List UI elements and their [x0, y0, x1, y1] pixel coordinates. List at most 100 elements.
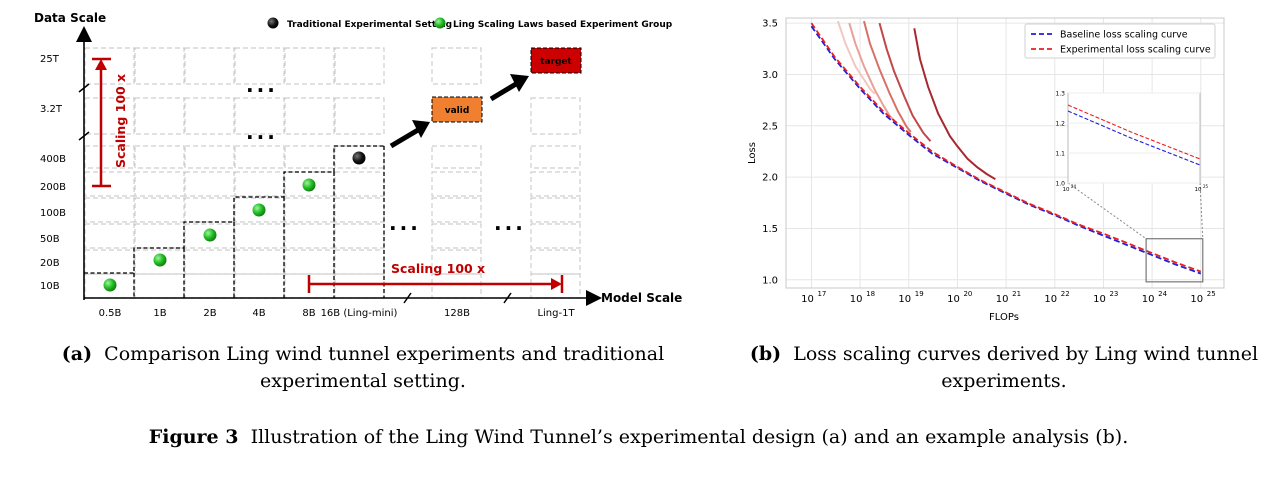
x-axis-title: Model Scale	[601, 291, 682, 305]
y-tick-label: 25T	[40, 54, 60, 65]
grid-cell	[134, 197, 185, 223]
x-tick-label: 4B	[252, 308, 265, 319]
grid-cell	[284, 197, 335, 223]
tick-labels: 25T 3.2T 400B 200B 100B 50B 20B 10B 0.5B 1B 2B 4B 8B…	[40, 54, 575, 319]
figure-caption-text: Illustration of the Ling Wind Tunnel’s e…	[250, 426, 1129, 448]
grid-cell	[284, 47, 335, 85]
vertical-scaling-label: Scaling 100 x	[113, 74, 128, 168]
grid-cell	[134, 223, 185, 249]
arrow-to-target	[489, 81, 518, 102]
inset-x-tick-exponent: 25	[1203, 184, 1209, 189]
zoom-region	[1145, 238, 1204, 283]
ellipsis-upper: ...	[246, 73, 278, 97]
training-run-line	[878, 22, 932, 142]
y-tick-label: 2.0	[762, 173, 778, 184]
inset-connector	[1199, 182, 1204, 239]
black-point	[352, 151, 366, 165]
grid-cell	[431, 197, 482, 223]
grid-cell	[234, 171, 285, 197]
x-tick-label: 10	[850, 294, 863, 305]
x-tick-exponent: 22	[1061, 290, 1070, 298]
y-tick-label: 400B	[40, 154, 66, 165]
training-run-line	[848, 22, 895, 122]
x-tick-label: 128B	[444, 308, 470, 319]
ellipsis-middle: ...	[246, 120, 278, 144]
grid-cell	[530, 249, 581, 275]
grid-cell	[284, 249, 335, 275]
x-tick-label: 10	[801, 294, 814, 305]
x-tick-exponent: 19	[915, 290, 924, 298]
inset-experimental-curve	[1067, 104, 1201, 160]
grid-cell	[234, 145, 285, 169]
grid-cell	[184, 197, 235, 223]
y-tick-label: 1.5	[762, 224, 778, 235]
grid-cell	[84, 197, 135, 223]
green-point	[252, 203, 266, 217]
x-tick-label: 10	[947, 294, 960, 305]
x-tick-label: 10	[898, 294, 911, 305]
grid-cell	[184, 273, 235, 299]
grid-cell	[184, 171, 235, 197]
grid-cell	[334, 171, 385, 197]
grid-cell	[530, 145, 581, 169]
x-tick-exponent: 17	[817, 290, 826, 298]
target-label: target	[540, 57, 572, 67]
grid-cell	[184, 249, 235, 275]
grid-cell	[334, 145, 385, 169]
inset-y-tick-label: 1.0	[1055, 181, 1065, 188]
grid-cell	[234, 249, 285, 275]
training-run-line	[863, 20, 912, 133]
legend-baseline-label: Baseline loss scaling curve	[1060, 30, 1188, 41]
grid-cell	[530, 223, 581, 249]
x-axis-label: FLOPs	[989, 312, 1019, 323]
inset-y-tick-label: 1.1	[1055, 151, 1065, 158]
grid-cell	[334, 249, 385, 275]
vertical-scaling-arrowhead	[95, 59, 107, 70]
y-axis-break	[78, 83, 90, 93]
grid-cell	[184, 47, 235, 85]
legend-label-traditional: Traditional Experimental Setting	[287, 20, 452, 30]
grid-cell	[530, 197, 581, 223]
grid-cell	[134, 47, 185, 85]
caption-a-text: Comparison Ling wind tunnel experiments …	[104, 343, 665, 392]
x-tick-label: 16B (Ling-mini)	[321, 308, 398, 319]
x-tick-label: 1B	[153, 308, 166, 319]
grid-cell	[84, 223, 135, 249]
ellipsis-right-1: ...	[389, 211, 421, 235]
grid-cell	[84, 171, 135, 197]
legend-box	[1024, 23, 1216, 59]
x-tick-exponent: 21	[1012, 290, 1021, 298]
grid-cell	[334, 97, 385, 135]
green-point	[153, 253, 167, 267]
grid-cell	[284, 223, 335, 249]
horizontal-scaling-label: Scaling 100 x	[391, 261, 485, 276]
grid-cell	[234, 273, 285, 299]
inset-x-tick-label: 10	[1195, 187, 1202, 193]
ellipsis-right-2: ...	[494, 211, 526, 235]
series-lines	[810, 22, 1202, 275]
plot-frame	[785, 17, 1225, 289]
inset-y-tick-label: 1.2	[1055, 121, 1065, 128]
grid-cell	[184, 145, 235, 169]
x-tick-label: 10	[996, 294, 1009, 305]
figure-caption-tag: Figure 3	[148, 426, 239, 448]
y-tick-label: 2.5	[762, 121, 778, 132]
axis-ticks: 10 17 10 18 10 19 10 20 10 21 10 22 10 23 10 24 10 251.01…	[762, 19, 1216, 305]
caption-b-text: Loss scaling curves derived by Ling wind…	[793, 343, 1259, 392]
grid-cell	[84, 97, 135, 135]
grid-cell	[530, 97, 581, 135]
caption-b: (b) Loss scaling curves derived by Ling …	[744, 341, 1264, 395]
baseline-curve	[810, 25, 1202, 275]
inset-x-tick-label: 10	[1063, 187, 1070, 193]
y-tick-label: 1.0	[762, 275, 778, 286]
grid-cell	[184, 97, 235, 135]
grid-cell	[284, 97, 335, 135]
x-tick-label: 10	[1044, 294, 1057, 305]
x-tick-label: 10	[1142, 294, 1155, 305]
training-run-line	[913, 28, 996, 181]
y-tick-label: 100B	[40, 208, 66, 219]
grid-cell	[431, 223, 482, 249]
grid-cell	[284, 145, 335, 169]
legend-green-marker	[434, 17, 446, 29]
